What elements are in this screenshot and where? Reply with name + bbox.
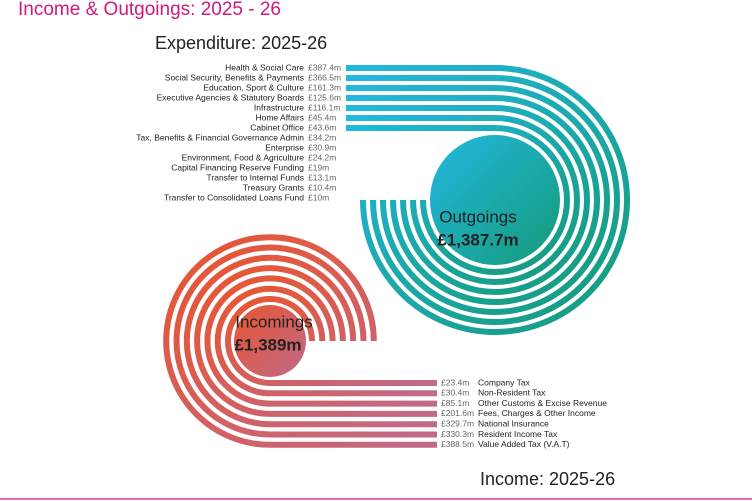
total-value: £1,387.7m <box>437 230 518 249</box>
value-label: £387.4m <box>308 62 341 72</box>
category-label: Infrastructure <box>254 102 304 112</box>
value-label: £30.4m <box>441 388 469 398</box>
value-label: £10m <box>308 192 329 202</box>
value-label: £330.3m <box>441 429 474 439</box>
category-label: Other Customs & Excise Revenue <box>478 398 607 408</box>
category-label: Executive Agencies & Statutory Boards <box>157 92 304 102</box>
chart-title: Expenditure: 2025-26 <box>155 33 327 53</box>
track <box>183 254 437 428</box>
category-label: Environment, Food & Agriculture <box>182 152 305 162</box>
value-label: £30.9m <box>308 142 336 152</box>
total-name: Outgoings <box>439 207 517 226</box>
track <box>194 265 437 417</box>
category-label: Transfer to Consolidated Loans Fund <box>164 192 304 202</box>
track <box>346 115 580 285</box>
track <box>225 296 437 386</box>
chart-title: Income: 2025-26 <box>480 469 615 489</box>
category-label: Fees, Charges & Other Income <box>478 408 596 418</box>
category-label: Transfer to Internal Funds <box>207 172 304 182</box>
value-label: £10.4m <box>308 182 336 192</box>
value-label: £161.3m <box>308 82 341 92</box>
category-label: Non-Resident Tax <box>478 388 546 398</box>
category-label: Cabinet Office <box>250 122 304 132</box>
category-label: Social Security, Benefits & Payments <box>165 72 304 82</box>
value-label: £13.1m <box>308 172 336 182</box>
value-label: £23.4m <box>441 377 469 387</box>
category-label: Home Affairs <box>255 112 304 122</box>
category-label: Education, Sport & Culture <box>203 82 304 92</box>
value-label: £45.4m <box>308 112 336 122</box>
track <box>204 275 437 407</box>
track <box>346 95 600 305</box>
value-label: £116.1m <box>308 102 340 112</box>
value-label: £388.5m <box>441 439 474 449</box>
page-title: Income & Outgoings: 2025 - 26 <box>18 0 281 20</box>
category-label: Company Tax <box>478 377 531 387</box>
value-label: £366.5m <box>308 72 341 82</box>
track <box>214 285 437 397</box>
category-label: Enterprise <box>265 142 304 152</box>
total-value: £1,389m <box>234 335 301 354</box>
track <box>346 85 610 315</box>
center-disc <box>430 135 560 265</box>
category-label: Tax, Benefits & Financial Governance Adm… <box>136 132 304 142</box>
value-label: £34.2m <box>308 132 336 142</box>
track <box>346 75 620 325</box>
category-label: Resident Income Tax <box>478 429 558 439</box>
value-label: £24.2m <box>308 152 336 162</box>
total-name: Incomings <box>235 312 312 331</box>
center-disc <box>234 305 306 377</box>
category-label: Health & Social Care <box>225 62 304 72</box>
track <box>346 65 630 335</box>
value-label: £201.6m <box>441 408 474 418</box>
category-label: Value Added Tax (V.A.T) <box>478 439 570 449</box>
track <box>346 105 590 295</box>
value-label: £19m <box>308 162 329 172</box>
track <box>173 244 437 438</box>
value-label: £85.1m <box>441 398 469 408</box>
track <box>346 125 570 275</box>
value-label: £125.6m <box>308 92 341 102</box>
category-label: National Insurance <box>478 418 549 428</box>
category-label: Capital Financing Reserve Funding <box>171 162 304 172</box>
value-label: £329.7m <box>441 418 474 428</box>
track <box>163 234 437 448</box>
value-label: £43.6m <box>308 122 336 132</box>
category-label: Treasury Grants <box>243 182 304 192</box>
